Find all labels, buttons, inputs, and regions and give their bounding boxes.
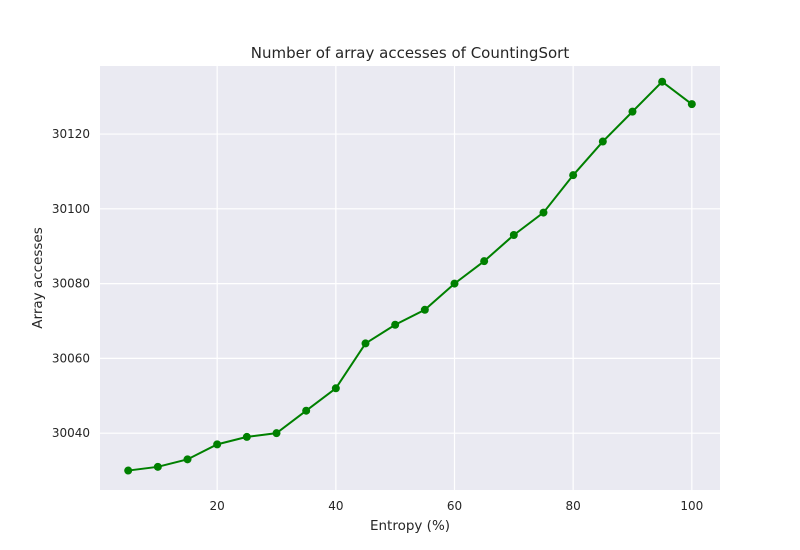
x-tick-label: 20: [210, 499, 225, 513]
chart-title: Number of array accesses of CountingSort: [251, 44, 570, 62]
y-tick-label: 30100: [52, 202, 90, 216]
x-tick-label: 100: [680, 499, 703, 513]
data-point: [450, 279, 459, 288]
data-point: [242, 432, 251, 441]
data-point: [272, 429, 281, 438]
series-line: [128, 80, 693, 472]
data-point: [153, 462, 162, 471]
data-point: [598, 137, 607, 146]
data-point: [687, 100, 696, 109]
data-point: [183, 455, 192, 464]
data-point: [569, 171, 578, 180]
data-points: [124, 77, 696, 475]
data-point: [628, 107, 637, 116]
y-tick-label: 30080: [52, 277, 90, 291]
plot-area: [100, 66, 720, 490]
x-tick-label: 40: [328, 499, 343, 513]
y-tick-label: 30120: [52, 127, 90, 141]
data-point: [331, 384, 340, 393]
y-axis-label: Array accesses: [30, 227, 46, 328]
y-tick-label: 30060: [52, 351, 90, 365]
data-point: [509, 231, 518, 240]
data-point: [480, 257, 489, 266]
y-tick-label: 30040: [52, 426, 90, 440]
data-point: [539, 208, 548, 217]
data-point: [124, 466, 133, 475]
data-point: [420, 305, 429, 314]
data-point: [658, 77, 667, 86]
data-point: [391, 320, 400, 329]
x-axis-label: Entropy (%): [370, 518, 450, 534]
data-point: [302, 406, 311, 415]
x-tick-label: 80: [566, 499, 581, 513]
ticks: 20 40 60 80 100 30040 30060 30080 30100 30120: [52, 127, 703, 513]
data-point: [361, 339, 370, 348]
x-tick-label: 60: [447, 499, 462, 513]
data-point: [213, 440, 222, 449]
grid: [100, 66, 720, 490]
